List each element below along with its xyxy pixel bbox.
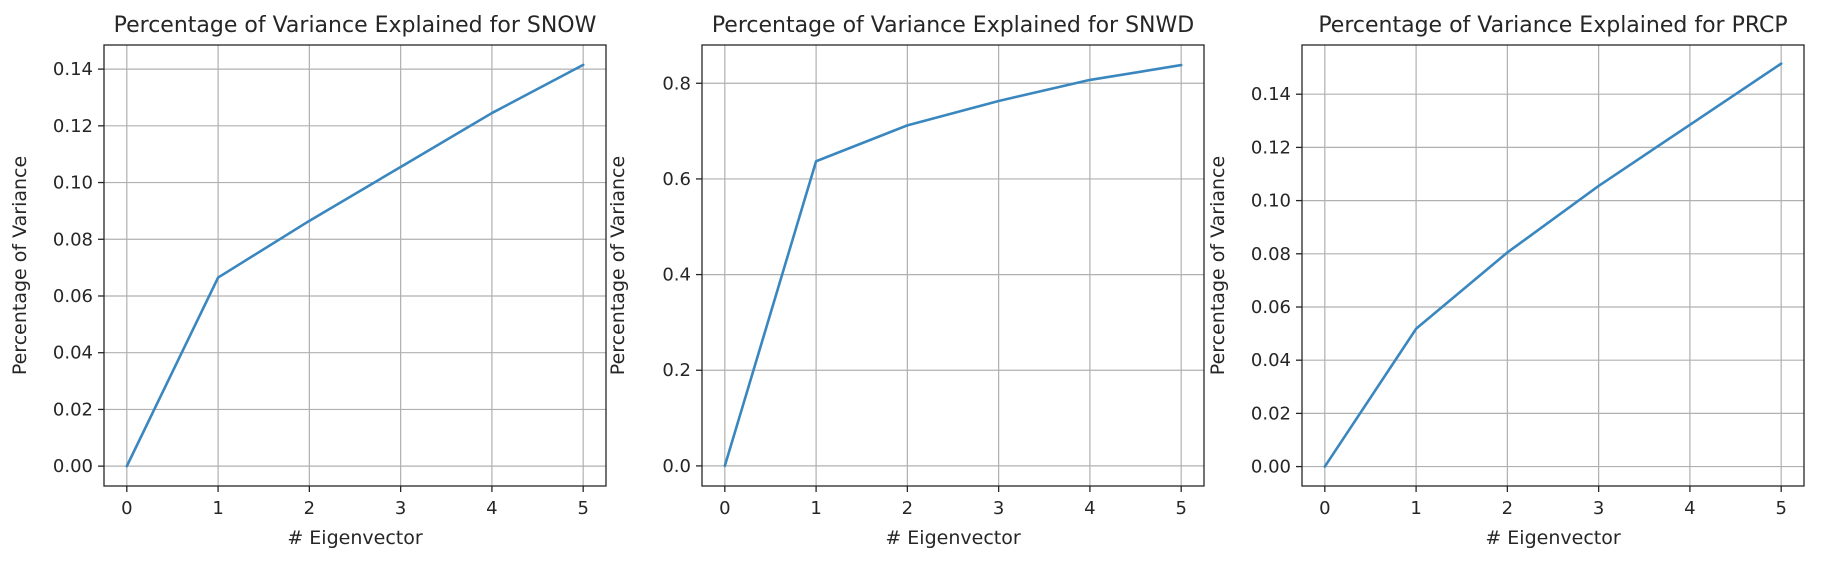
x-tick-label: 1 [810,498,821,519]
y-tick-label: 0.4 [662,265,691,286]
x-tick-label: 4 [1684,498,1695,519]
series-line [723,63,1183,468]
series-line [1323,62,1783,468]
x-axis-label: # Eigenvector [1485,527,1620,549]
y-tick-label: 0.10 [1251,191,1291,212]
y-tick-label: 0.08 [1251,244,1291,265]
y-tick-label: 0.06 [53,286,93,307]
x-tick-label: 5 [1775,498,1786,519]
y-tick-label: 0.04 [1251,350,1291,371]
y-tick-label: 0.10 [53,173,93,194]
y-tick-label: 0.14 [53,59,93,80]
x-axis-label: # Eigenvector [885,527,1020,549]
x-tick-label: 4 [486,498,497,519]
y-tick-label: 0.12 [1251,137,1291,158]
x-tick-label: 2 [902,498,913,519]
chart-panel-1: 0 1 2 3 4 5 0.0 0.2 0.4 0.6 0.8 Percentage of Varia… [607,13,1205,549]
y-tick-label: 0.02 [1251,403,1291,424]
x-tick-label: 2 [304,498,315,519]
y-tick-label: 0.02 [53,399,93,420]
x-tick-label: 0 [1319,498,1330,519]
x-tick-label: 3 [1593,498,1604,519]
x-tick-label: 3 [993,498,1004,519]
y-tick-label: 0.6 [662,169,691,190]
chart-panel-0: 0 1 2 3 4 5 0.00 0.02 0.04 0.06 0.08 0.10 0.12 0.14 Pe… [9,13,607,549]
y-tick-label: 0.00 [53,456,93,477]
x-tick-label: 2 [1502,498,1513,519]
x-tick-label: 1 [1410,498,1421,519]
y-axis-label: Percentage of Variance [607,156,629,375]
plot-frame [103,44,607,487]
chart-panel-2: 0 1 2 3 4 5 0.00 0.02 0.04 0.06 0.08 0.10 0.12 0.14 Pe… [1207,13,1805,549]
y-axis-label: Percentage of Variance [1207,156,1229,375]
y-tick-label: 0.14 [1251,84,1291,105]
y-tick-label: 0.12 [53,116,93,137]
plot-frame [1301,44,1805,487]
y-tick-label: 0.00 [1251,457,1291,478]
x-tick-label: 5 [1175,498,1186,519]
y-tick-label: 0.2 [662,360,691,381]
x-tick-label: 0 [719,498,730,519]
series-line [125,63,585,468]
chart-title: Percentage of Variance Explained for PRC… [1318,13,1787,38]
x-tick-label: 0 [121,498,132,519]
y-tick-label: 0.8 [662,73,691,94]
y-tick-label: 0.08 [53,229,93,250]
chart-title: Percentage of Variance Explained for SNW… [712,13,1194,38]
x-axis-label: # Eigenvector [287,527,422,549]
y-tick-label: 0.06 [1251,297,1291,318]
y-tick-label: 0.0 [662,456,691,477]
x-tick-label: 4 [1084,498,1095,519]
x-tick-label: 3 [395,498,406,519]
y-axis-label: Percentage of Variance [9,156,31,375]
plot-frame [701,44,1205,487]
x-tick-label: 1 [212,498,223,519]
y-tick-label: 0.04 [53,343,93,364]
chart-title: Percentage of Variance Explained for SNO… [114,13,597,38]
x-tick-label: 5 [577,498,588,519]
